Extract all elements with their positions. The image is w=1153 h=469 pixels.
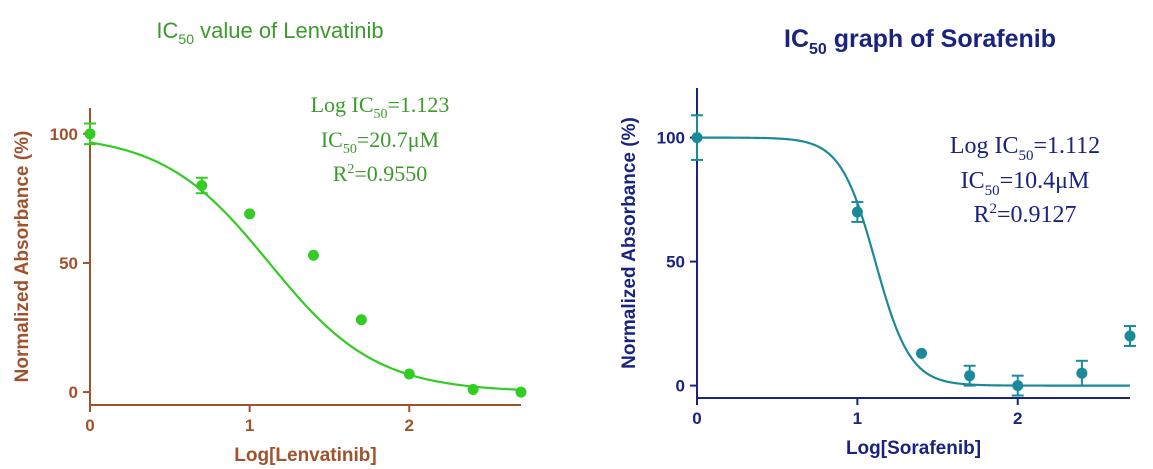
fit-curve — [697, 136, 1130, 387]
data-point — [403, 368, 415, 380]
data-point — [515, 386, 527, 398]
lenvatinib-chart: IC50 value of Lenvatinib 0 50 100 0 1 2 Log[Len… — [12, 18, 527, 466]
fit-curve — [89, 141, 522, 391]
fit-annotation: Log IC50=1.112 — [950, 133, 1100, 164]
data-point — [1012, 380, 1024, 392]
data-point — [196, 179, 208, 191]
sorafenib-chart: IC50 graph of Sorafenib 0 50 100 0 1 2 Log[Sora… — [619, 25, 1136, 459]
data-point — [467, 384, 479, 396]
data-point — [355, 314, 367, 326]
y-tick-label: 100 — [50, 125, 78, 144]
y-axis-label: Normalized Absorbance (%) — [12, 131, 33, 383]
chart-title: IC50 value of Lenvatinib — [156, 18, 383, 47]
data-point — [916, 347, 928, 359]
data-point — [84, 128, 96, 140]
data-point — [1124, 330, 1136, 342]
data-point — [307, 249, 319, 261]
fit-annotation: R2=0.9550 — [333, 161, 428, 186]
data-point — [1076, 367, 1088, 379]
data-point — [964, 370, 976, 382]
fit-annotation: IC50=10.4μM — [961, 168, 1090, 199]
y-tick-label: 0 — [676, 377, 685, 396]
x-tick-label: 2 — [1013, 409, 1022, 428]
fit-annotation: R2=0.9127 — [973, 201, 1076, 228]
y-tick-label: 50 — [59, 254, 78, 273]
data-point — [851, 206, 863, 218]
y-tick-label: 50 — [666, 253, 685, 272]
x-tick-label: 0 — [692, 409, 701, 428]
x-tick-label: 0 — [85, 416, 94, 435]
fit-annotation: IC50=20.7μM — [321, 127, 439, 157]
fit-annotation: Log IC50=1.123 — [311, 92, 450, 122]
y-tick-label: 0 — [69, 383, 78, 402]
data-point — [244, 208, 256, 220]
x-tick-label: 1 — [245, 416, 254, 435]
y-tick-label: 100 — [657, 129, 685, 148]
x-axis-label: Log[Sorafenib] — [846, 438, 981, 459]
x-axis-label: Log[Lenvatinib] — [234, 445, 376, 466]
y-axis-label: Normalized Absorbance (%) — [619, 117, 640, 369]
x-tick-label: 2 — [405, 416, 414, 435]
x-tick-label: 1 — [853, 409, 862, 428]
data-point — [691, 132, 703, 144]
chart-title: IC50 graph of Sorafenib — [784, 25, 1056, 58]
